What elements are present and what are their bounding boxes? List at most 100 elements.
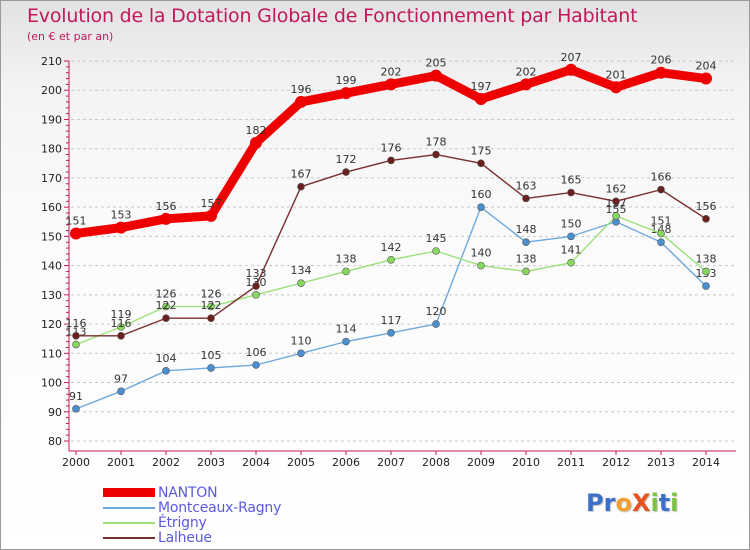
data-label: 151 <box>66 214 87 227</box>
data-point <box>207 364 215 372</box>
series-nanton: 151 153 156 157 182 196 199 202 205 197 202 207 201 2… <box>66 51 717 240</box>
data-point <box>72 405 80 413</box>
data-label: 126 <box>201 288 222 301</box>
y-tick-label: 140 <box>41 260 62 273</box>
data-label: 138 <box>336 252 357 265</box>
data-label: 178 <box>426 136 447 149</box>
logo-letter: P <box>586 489 604 517</box>
data-label: 116 <box>66 317 87 330</box>
data-label: 196 <box>291 83 312 96</box>
data-point <box>567 232 575 241</box>
data-label: 199 <box>336 74 357 87</box>
data-point <box>432 247 440 255</box>
chart-title: Evolution de la Dotation Globale de Fonc… <box>27 5 638 27</box>
data-point <box>117 331 125 340</box>
logo-letter: i <box>670 489 679 517</box>
data-label: 151 <box>651 214 672 227</box>
data-label: 160 <box>471 188 492 201</box>
x-tick-label: 2011 <box>557 456 585 469</box>
data-label: 133 <box>246 267 267 280</box>
legend-swatch <box>103 521 155 524</box>
x-tick-label: 2002 <box>152 456 180 469</box>
chart-subtitle: (en € et par an) <box>27 30 114 43</box>
data-point <box>432 320 440 328</box>
legend-item: Montceaux-Ragny <box>103 499 282 516</box>
data-label: 104 <box>156 352 177 365</box>
data-label: 140 <box>471 247 492 260</box>
data-label: 150 <box>561 217 582 230</box>
x-tick-label: 2010 <box>512 456 540 469</box>
logo-letter: r <box>603 489 616 517</box>
data-point <box>117 323 125 331</box>
data-point <box>252 361 260 369</box>
data-point <box>702 267 710 276</box>
data-point <box>477 261 485 270</box>
data-point <box>340 87 352 100</box>
data-label: 156 <box>156 200 177 213</box>
data-point <box>612 212 620 220</box>
data-point <box>297 279 305 287</box>
data-label: 176 <box>381 141 402 154</box>
data-point <box>522 194 530 203</box>
x-tick-label: 2009 <box>467 456 495 469</box>
data-label: 204 <box>696 60 717 73</box>
logo-letter: o <box>615 489 632 517</box>
data-point <box>565 63 577 76</box>
data-point <box>385 78 397 91</box>
legend-label: Montceaux-Ragny <box>158 499 282 516</box>
data-label: 182 <box>246 124 267 137</box>
legend-item: NANTON <box>103 485 281 501</box>
y-tick-label: 130 <box>41 289 62 302</box>
data-label: 172 <box>336 153 357 166</box>
data-label: 155 <box>606 203 627 216</box>
x-tick-label: 2004 <box>242 456 270 469</box>
data-label: 206 <box>651 54 672 67</box>
legend: NANTON Montceaux-Ragny Étrigny Lalheue <box>103 485 282 546</box>
legend-item: Lalheue <box>103 530 281 546</box>
data-point <box>387 329 395 337</box>
data-point <box>520 78 532 91</box>
data-label: 165 <box>561 174 582 187</box>
y-tick-label: 80 <box>48 435 62 448</box>
data-point <box>117 387 125 396</box>
y-tick-label: 90 <box>48 406 62 419</box>
data-label: 166 <box>651 171 672 184</box>
series-montceaux-ragny: 9197104105106110114117120160148150155148… <box>69 188 717 413</box>
data-point <box>297 182 305 191</box>
data-point <box>297 349 305 358</box>
x-tick-label: 2005 <box>287 456 315 469</box>
data-label: 163 <box>516 179 537 192</box>
data-label: 126 <box>156 288 177 301</box>
data-label: 162 <box>606 182 627 195</box>
data-point <box>567 188 575 197</box>
data-point <box>610 81 622 94</box>
y-tick-label: 150 <box>41 230 62 243</box>
data-point <box>205 209 217 222</box>
data-point <box>432 150 440 159</box>
x-tick-label: 2014 <box>692 456 720 469</box>
data-label: 110 <box>291 334 312 347</box>
data-label: 142 <box>381 241 402 254</box>
data-label: 122 <box>201 299 222 312</box>
y-tick-label: 180 <box>41 143 62 156</box>
y-tick-label: 100 <box>41 377 62 390</box>
data-point <box>657 238 665 247</box>
data-point <box>655 66 667 79</box>
logo-letter: X <box>631 489 651 517</box>
data-point <box>430 69 442 82</box>
proxiti-logo: ProXiti <box>586 489 678 517</box>
data-point <box>115 221 127 234</box>
data-label: 97 <box>114 372 128 385</box>
legend-item: Étrigny <box>103 515 281 531</box>
data-label: 122 <box>156 299 177 312</box>
y-tick-label: 120 <box>41 318 62 331</box>
data-label: 120 <box>426 305 447 318</box>
logo-letter: t <box>658 489 671 517</box>
data-point <box>702 215 710 223</box>
data-point <box>162 367 170 375</box>
data-point <box>295 95 307 108</box>
data-label: 91 <box>69 390 83 403</box>
data-point <box>657 229 665 238</box>
data-label: 197 <box>471 80 492 93</box>
